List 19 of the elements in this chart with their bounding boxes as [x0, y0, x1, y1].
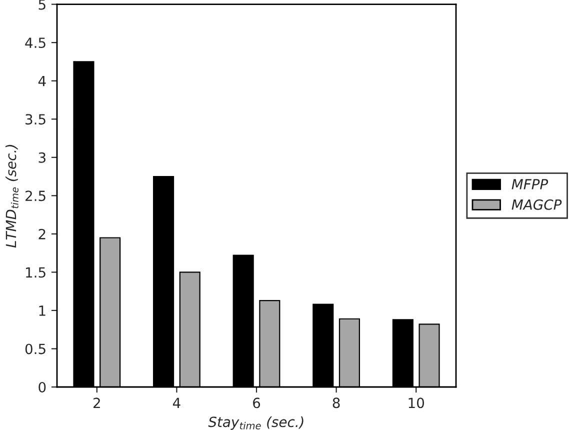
y-tick-label: 4 [38, 76, 46, 86]
x-axis-title: Stay$_{time}$ (sec.) [208, 416, 304, 430]
legend-label: MFPP [512, 179, 548, 190]
y-tick-label: 3.5 [26, 114, 46, 125]
x-tick-label: 6 [253, 398, 260, 408]
y-tick-label: 0 [38, 382, 46, 392]
x-tick-label: 2 [94, 398, 100, 408]
y-axis-title: LTMD$_{time}$ (sec.) [5, 144, 18, 248]
y-tick-label: 0.5 [25, 344, 46, 354]
y-tick-label: 3 [38, 152, 46, 163]
y-tick-label: 2 [38, 228, 46, 240]
x-tick-label: 8 [332, 398, 340, 408]
y-tick-label: 1.5 [26, 267, 46, 278]
legend-label: MAGCP [512, 199, 562, 210]
x-tick-label: 4 [172, 398, 180, 408]
y-tick-label: 4.5 [25, 38, 46, 48]
x-tick-label: 10 [408, 398, 424, 408]
y-tick-label: 1 [39, 306, 46, 316]
y-tick-label: 2.5 [26, 190, 46, 202]
